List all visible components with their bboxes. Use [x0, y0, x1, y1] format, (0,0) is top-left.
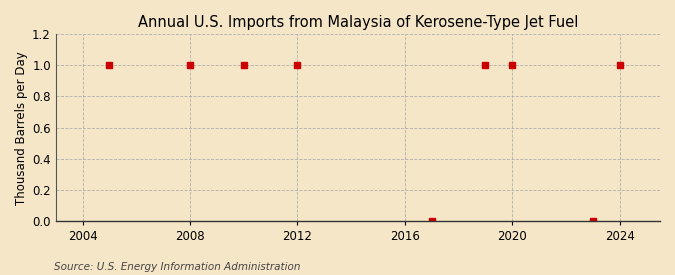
- Y-axis label: Thousand Barrels per Day: Thousand Barrels per Day: [15, 51, 28, 205]
- Title: Annual U.S. Imports from Malaysia of Kerosene-Type Jet Fuel: Annual U.S. Imports from Malaysia of Ker…: [138, 15, 578, 30]
- Text: Source: U.S. Energy Information Administration: Source: U.S. Energy Information Administ…: [54, 262, 300, 272]
